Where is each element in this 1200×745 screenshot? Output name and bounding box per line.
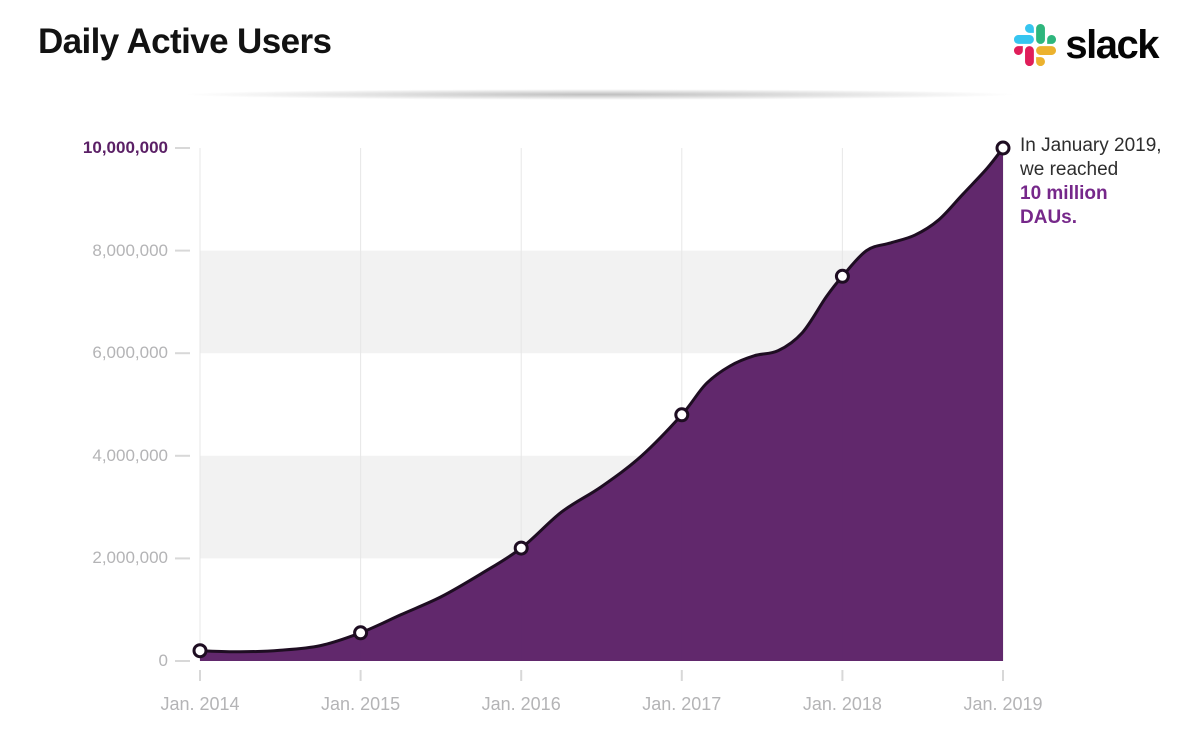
y-tick-label: 4,000,000 — [28, 446, 168, 466]
annotation-highlight-1: 10 million — [1020, 183, 1108, 204]
dau-area-chart: 0 2,000,000 4,000,000 6,000,000 8,000,000 10,… — [0, 0, 1200, 745]
x-tick-label: Jan. 2016 — [451, 694, 591, 715]
data-point-marker — [836, 270, 848, 282]
annotation-line-2: we reached — [1020, 159, 1118, 180]
infographic-page: Daily Active Users slack 02,000,0004,000… — [0, 0, 1200, 745]
y-tick-label: 6,000,000 — [28, 343, 168, 363]
annotation-line-1: In January 2019, — [1020, 135, 1162, 156]
annotation-highlight-2: DAUs. — [1020, 207, 1077, 228]
data-point-marker — [676, 409, 688, 421]
area-fill — [200, 148, 1003, 661]
data-point-marker — [515, 542, 527, 554]
annotation-callout: In January 2019, we reached 10 million D… — [1020, 134, 1162, 230]
y-tick-label: 0 — [28, 651, 168, 671]
data-point-marker — [194, 645, 206, 657]
y-tick-label: 8,000,000 — [28, 241, 168, 261]
x-tick-label: Jan. 2018 — [772, 694, 912, 715]
x-tick-label: Jan. 2014 — [130, 694, 270, 715]
x-tick-label: Jan. 2019 — [933, 694, 1073, 715]
data-point-marker — [355, 627, 367, 639]
chart-canvas — [0, 0, 1200, 745]
y-tick-label: 2,000,000 — [28, 548, 168, 568]
x-tick-label: Jan. 2015 — [291, 694, 431, 715]
y-tick-label: 10,000,000 — [28, 138, 168, 158]
data-point-marker — [997, 142, 1009, 154]
x-tick-label: Jan. 2017 — [612, 694, 752, 715]
